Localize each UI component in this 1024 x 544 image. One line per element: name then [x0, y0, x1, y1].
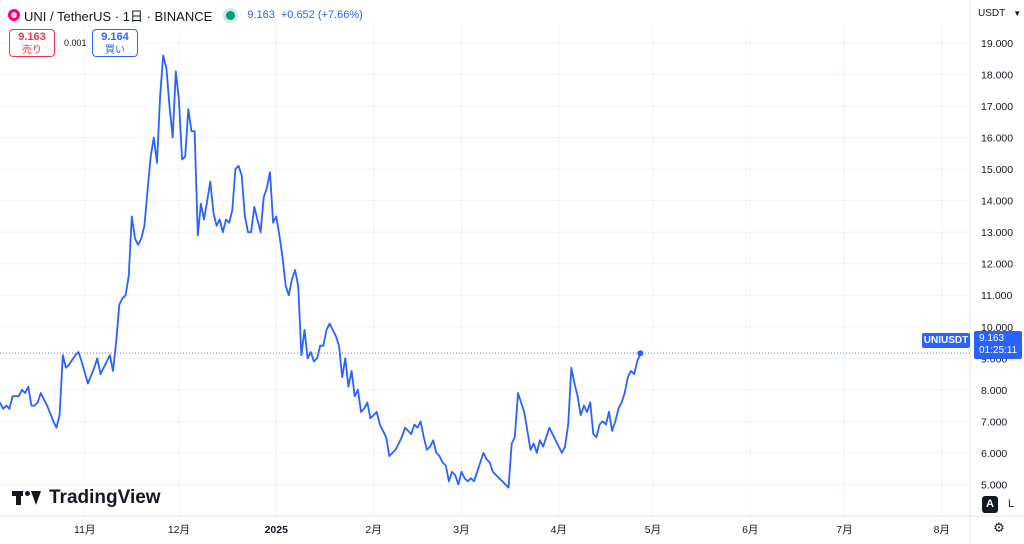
price-axis-ticks: 5.0006.0007.0008.0009.00010.00011.00012.… [981, 38, 1013, 492]
time-tick-label: 12月 [168, 524, 190, 536]
buy-label: 買い [105, 45, 125, 56]
last-price: 9.163 [247, 9, 275, 21]
price-tick-label: 7.000 [981, 416, 1007, 428]
buy-price: 9.164 [101, 31, 129, 43]
time-tick-label: 6月 [742, 524, 758, 536]
time-tick-label: 2025 [265, 524, 289, 536]
price-tick-label: 11.000 [981, 290, 1012, 302]
chevron-down-icon: ▼ [1013, 9, 1022, 18]
time-tick-label: 7月 [836, 524, 852, 536]
price-tick-label: 15.000 [981, 164, 1013, 176]
gear-icon[interactable]: ⚙ [993, 520, 1005, 535]
market-status-icon[interactable] [226, 10, 236, 20]
spread-value: 0.001 [64, 38, 87, 48]
price-tick-label: 8.000 [981, 385, 1007, 397]
symbol-title[interactable]: UNI / TetherUS · 1日 · BINANCE [24, 8, 213, 24]
sell-label: 売り [22, 45, 42, 56]
logo-text: TradingView [49, 487, 161, 508]
price-tick-label: 14.000 [981, 196, 1013, 208]
chart-grid [0, 24, 970, 516]
auto-scale-button[interactable]: A [982, 496, 998, 513]
time-tick-label: 5月 [645, 524, 661, 536]
uni-coin-icon [8, 9, 20, 21]
price-tick-label: 13.000 [981, 227, 1013, 239]
price-tick-label: 12.000 [981, 259, 1013, 271]
time-tick-label: 2月 [365, 524, 381, 536]
price-tick-label: 19.000 [981, 38, 1013, 50]
price-tick-label: 16.000 [981, 133, 1013, 145]
tradingview-logo[interactable]: TradingView [12, 487, 161, 509]
price-tick-label: 10.000 [981, 322, 1013, 334]
bar-countdown: 01:25:11 [979, 345, 1018, 356]
symbol-header[interactable]: UNI / TetherUS · 1日 · BINANCE 9.163 +0.6… [8, 6, 363, 24]
chart-series [0, 54, 970, 489]
buy-button[interactable]: 9.164 買い [92, 29, 138, 57]
tradingview-logo-icon [12, 491, 41, 505]
price-tick-label: 18.000 [981, 69, 1013, 81]
last-price-point [637, 350, 644, 357]
symbol-price-label: UNIUSDT [922, 333, 970, 348]
log-scale-button[interactable]: L [1007, 498, 1015, 510]
price-line [0, 54, 642, 489]
time-axis-ticks: 11月 12月 2025 2月 3月 4月 5月 6月 7月 8月 [74, 524, 950, 536]
time-tick-label: 4月 [551, 524, 567, 536]
current-price-label: 9.163 01:25:11 [974, 331, 1022, 359]
price-tick-label: 17.000 [981, 101, 1013, 113]
price-change: +0.652 (+7.66%) [280, 9, 363, 21]
current-price-value: 9.163 [979, 333, 1005, 344]
price-tick-label: 6.000 [981, 448, 1007, 460]
currency-unit-selector[interactable]: USDT ▼ [978, 8, 1021, 19]
sell-button[interactable]: 9.163 売り [9, 29, 55, 57]
currency-unit: USDT [978, 8, 1006, 19]
time-tick-label: 3月 [453, 524, 469, 536]
price-tick-label: 5.000 [981, 479, 1007, 491]
sell-price: 9.163 [18, 31, 46, 43]
time-tick-label: 8月 [934, 524, 950, 536]
time-tick-label: 11月 [74, 524, 95, 536]
